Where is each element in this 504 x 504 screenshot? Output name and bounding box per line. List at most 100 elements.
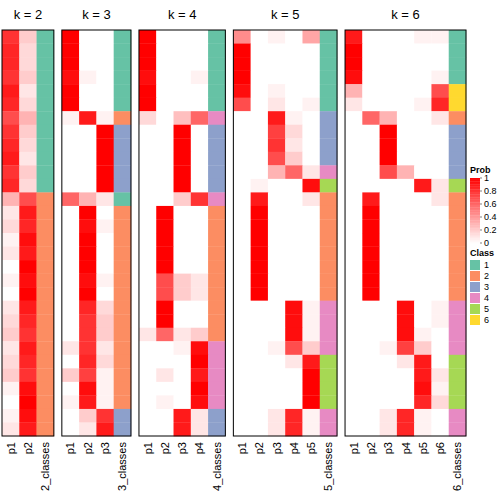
legend-swatch (470, 304, 480, 314)
prob-cell (139, 355, 157, 369)
class-cell (208, 274, 226, 288)
prob-cell (156, 382, 174, 396)
prob-cell (397, 368, 415, 382)
prob-cell (233, 179, 251, 193)
prob-cell (79, 44, 97, 58)
class-cell (449, 84, 467, 98)
prob-cell (233, 260, 251, 274)
class-cell (37, 233, 55, 247)
class-cell (37, 138, 55, 152)
column-label: p1 (142, 442, 154, 454)
prob-cell (380, 341, 398, 355)
prob-cell (139, 382, 157, 396)
class-cell (320, 233, 338, 247)
prob-cell (397, 233, 415, 247)
prob-cell (431, 233, 449, 247)
prob-cell (96, 30, 114, 44)
prob-cell (268, 192, 286, 206)
prob-cell (139, 395, 157, 409)
prob-cell (191, 30, 209, 44)
color-bar-tick (480, 217, 482, 218)
prob-cell (233, 165, 251, 179)
prob-cell (380, 328, 398, 342)
prob-cell (62, 409, 80, 423)
prob-cell (345, 219, 363, 233)
prob-cell (397, 44, 415, 58)
prob-cell (2, 260, 20, 274)
prob-cell (79, 125, 97, 139)
prob-cell (139, 192, 157, 206)
prob-cell (251, 206, 269, 220)
prob-cell (302, 395, 320, 409)
prob-cell (191, 247, 209, 261)
prob-cell (139, 152, 157, 166)
prob-cell (380, 382, 398, 396)
prob-cell (96, 422, 114, 436)
column-label: p4 (288, 442, 300, 454)
prob-cell (174, 368, 192, 382)
prob-cell (79, 152, 97, 166)
prob-cell (345, 368, 363, 382)
prob-cell (268, 395, 286, 409)
panel-title: k = 4 (168, 7, 197, 22)
prob-cell (302, 409, 320, 423)
panel: k = 3p1p2p33_classes (62, 7, 131, 491)
prob-cell (62, 247, 80, 261)
prob-cell (62, 179, 80, 193)
legend-label: 3 (484, 282, 489, 292)
prob-cell (62, 84, 80, 98)
prob-cell (302, 57, 320, 71)
legend-label: 6 (484, 315, 489, 325)
class-cell (37, 219, 55, 233)
prob-cell (156, 409, 174, 423)
prob-cell (285, 30, 303, 44)
prob-cell (156, 179, 174, 193)
prob-cell (139, 247, 157, 261)
prob-cell (345, 314, 363, 328)
legend-swatch (470, 293, 480, 303)
prob-cell (139, 138, 157, 152)
prob-cell (345, 44, 363, 58)
prob-cell (362, 368, 380, 382)
prob-cell (251, 368, 269, 382)
prob-cell (156, 44, 174, 58)
prob-cell (174, 301, 192, 315)
prob-cell (285, 71, 303, 85)
prob-cell (397, 301, 415, 315)
prob-cell (362, 179, 380, 193)
prob-cell (380, 422, 398, 436)
prob-cell (302, 341, 320, 355)
prob-cell (62, 138, 80, 152)
prob-cell (362, 328, 380, 342)
panel-title: k = 2 (14, 7, 43, 22)
prob-cell (302, 152, 320, 166)
prob-cell (251, 233, 269, 247)
prob-cell (380, 111, 398, 125)
prob-cell (345, 125, 363, 139)
column-label: p3 (176, 442, 188, 454)
prob-cell (302, 44, 320, 58)
prob-cell (302, 260, 320, 274)
prob-cell (174, 395, 192, 409)
class-cell (208, 165, 226, 179)
prob-cell (380, 395, 398, 409)
class-cell (37, 274, 55, 288)
prob-cell (19, 152, 37, 166)
panel-frame (345, 30, 466, 436)
class-cell (114, 274, 132, 288)
prob-cell (362, 219, 380, 233)
prob-cell (2, 314, 20, 328)
prob-cell (2, 125, 20, 139)
prob-cell (62, 71, 80, 85)
prob-cell (2, 355, 20, 369)
prob-cell (268, 152, 286, 166)
prob-cell (19, 98, 37, 112)
prob-cell (285, 395, 303, 409)
column-label: p3 (382, 442, 394, 454)
prob-cell (268, 382, 286, 396)
prob-cell (62, 125, 80, 139)
prob-cell (79, 57, 97, 71)
prob-cell (62, 314, 80, 328)
prob-cell (233, 274, 251, 288)
prob-cell (251, 44, 269, 58)
